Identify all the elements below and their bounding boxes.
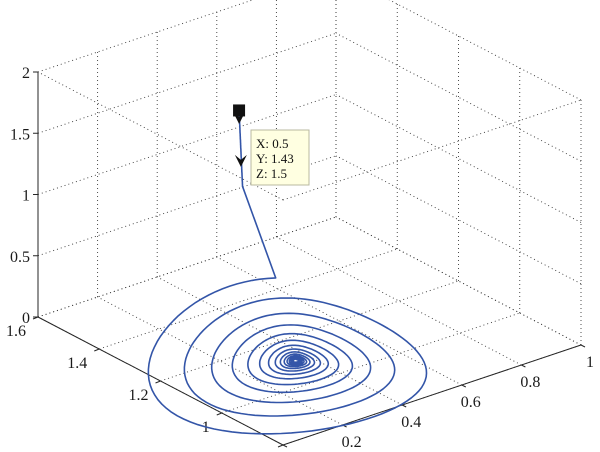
x-tick-label-3: 0.6 xyxy=(461,394,481,411)
x-tick-mark-5 xyxy=(580,344,586,348)
z-tick-label-1: 0.5 xyxy=(10,249,30,266)
x-tick-mark-0 xyxy=(282,444,288,448)
y-tick-label-2: 1.2 xyxy=(129,387,149,404)
tick-labels: 00.20.40.60.810.811.21.41.600.511.52 xyxy=(6,65,594,452)
grid-backwall-z-1 xyxy=(37,155,337,257)
grid-backwall-z-0 xyxy=(37,216,337,318)
x-tick-label-4: 0.8 xyxy=(520,374,540,391)
grid-floor-y-3 xyxy=(99,248,398,350)
x-tick-mark-3 xyxy=(461,384,467,388)
initial-point-marker xyxy=(233,104,246,117)
grid-backwall-z-2 xyxy=(37,94,337,195)
box-top-left xyxy=(37,71,284,201)
z-tick-label-0: 0 xyxy=(22,310,30,327)
y-tick-label-4: 1.6 xyxy=(6,323,26,340)
x-tick-label-2: 0.4 xyxy=(401,414,421,431)
z-tick-label-4: 2 xyxy=(22,65,30,82)
y-tick-mark-0 xyxy=(277,444,284,448)
x-axis-line xyxy=(282,344,582,446)
z-tick-label-3: 1.5 xyxy=(10,126,30,143)
x-tick-label-5: 1 xyxy=(586,354,594,371)
grid-sidewall-z-2 xyxy=(335,94,582,223)
y-tick-label-3: 1.4 xyxy=(67,355,87,372)
y-tick-mark-3 xyxy=(94,348,100,352)
x-tick-label-1: 0.2 xyxy=(342,434,362,451)
trajectory-curve xyxy=(147,110,428,435)
grid-backwall-z-3 xyxy=(37,32,337,134)
z-tick-label-2: 1 xyxy=(22,188,30,205)
y-tick-mark-2 xyxy=(155,380,161,384)
datatip-y: Y: 1.43 xyxy=(256,151,294,166)
axis-box xyxy=(32,71,586,448)
box-top-front xyxy=(282,99,582,201)
direction-arrow-2 xyxy=(234,154,247,167)
datatip-z: Z: 1.5 xyxy=(256,166,287,181)
x-tick-mark-4 xyxy=(521,364,526,368)
grid-floor-y-1 xyxy=(221,312,520,414)
initial-point-square xyxy=(233,104,246,117)
x-tick-mark-2 xyxy=(401,404,407,408)
grid-backwall-z-4 xyxy=(37,0,254,73)
y-tick-mark-1 xyxy=(216,412,222,416)
datatip: X: 0.5 Y: 1.43 Z: 1.5 xyxy=(250,129,310,186)
datatip-box xyxy=(250,129,310,186)
grid-lines xyxy=(37,0,582,446)
datatip-x: X: 0.5 xyxy=(256,136,289,151)
grid-floor-y-2 xyxy=(160,280,459,382)
